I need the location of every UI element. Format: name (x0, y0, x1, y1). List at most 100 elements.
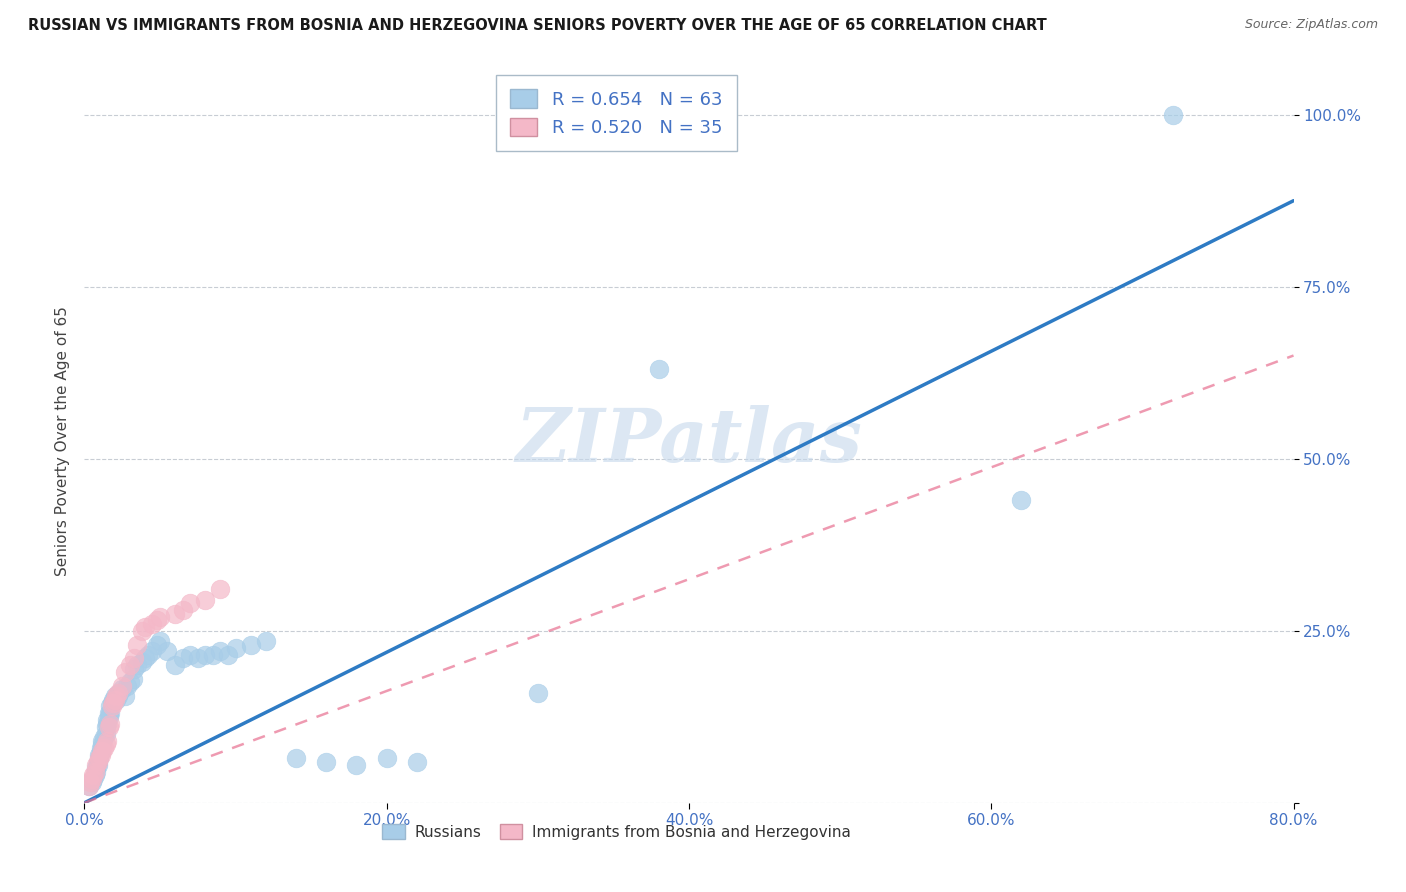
Point (127, 638, 149, 652)
Point (134, 620, 156, 634)
Point (77, 779, 100, 793)
Point (96, 713, 118, 727)
Point (100, 696, 122, 710)
Point (118, 675, 141, 690)
Point (285, 751, 308, 765)
Point (108, 686, 131, 700)
Point (91, 737, 114, 751)
Point (179, 596, 201, 610)
Point (346, 758, 368, 772)
Point (94, 720, 117, 734)
Point (406, 755, 429, 769)
Point (194, 592, 217, 607)
Point (104, 689, 127, 703)
Point (97, 706, 120, 721)
Point (254, 634, 277, 648)
Point (86, 761, 108, 775)
Point (209, 582, 232, 597)
Point (97, 720, 120, 734)
Point (96, 734, 118, 748)
Text: RUSSIAN VS IMMIGRANTS FROM BOSNIA AND HERZEGOVINA SENIORS POVERTY OVER THE AGE O: RUSSIAN VS IMMIGRANTS FROM BOSNIA AND HE… (28, 18, 1047, 33)
Point (122, 651, 145, 665)
Point (94, 727, 117, 741)
Point (107, 686, 129, 700)
Point (101, 692, 124, 706)
Point (87, 758, 110, 772)
Point (93, 740, 115, 755)
Point (89, 747, 111, 762)
Point (84, 764, 107, 779)
Point (172, 651, 194, 665)
Point (101, 696, 124, 710)
Point (97, 710, 120, 724)
Point (87, 755, 110, 769)
Point (114, 665, 136, 679)
Point (217, 648, 239, 662)
Text: Source: ZipAtlas.com: Source: ZipAtlas.com (1244, 18, 1378, 31)
Point (131, 655, 153, 669)
Point (80, 772, 103, 786)
Point (149, 634, 172, 648)
Point (94, 737, 117, 751)
Point (146, 638, 169, 652)
Point (1161, 108, 1184, 122)
Point (179, 648, 201, 662)
Point (111, 682, 134, 697)
Point (82, 772, 104, 786)
Point (239, 638, 262, 652)
Point (194, 648, 217, 662)
Point (118, 658, 141, 673)
Text: ZIPatlas: ZIPatlas (516, 405, 862, 478)
Point (648, 362, 671, 376)
Point (84, 768, 107, 782)
Point (96, 716, 118, 731)
Point (111, 679, 134, 693)
Point (1011, 493, 1033, 508)
Point (98, 716, 121, 731)
Point (149, 610, 172, 624)
Point (225, 640, 247, 655)
Point (86, 758, 108, 772)
Point (315, 755, 337, 769)
Point (187, 651, 209, 665)
Point (91, 734, 114, 748)
Point (77, 779, 100, 793)
Point (141, 644, 163, 658)
Point (115, 679, 138, 693)
Point (90, 744, 112, 758)
Point (90, 740, 112, 755)
Point (172, 603, 194, 617)
Point (93, 731, 115, 745)
Point (201, 648, 224, 662)
Point (105, 689, 128, 703)
Point (131, 624, 153, 638)
Point (105, 692, 128, 706)
Point (100, 699, 122, 714)
Point (156, 644, 179, 658)
Point (136, 648, 159, 662)
Point (87, 755, 110, 769)
Point (165, 658, 187, 673)
Point (527, 686, 550, 700)
Y-axis label: Seniors Poverty Over the Age of 65: Seniors Poverty Over the Age of 65 (55, 307, 70, 576)
Point (107, 689, 129, 703)
Point (90, 747, 112, 762)
Point (86, 764, 108, 779)
Point (98, 699, 121, 714)
Point (104, 692, 127, 706)
Point (134, 651, 156, 665)
Point (209, 644, 232, 658)
Legend: Russians, Immigrants from Bosnia and Herzegovina: Russians, Immigrants from Bosnia and Her… (377, 818, 856, 846)
Point (165, 607, 187, 621)
Point (80, 775, 103, 789)
Point (121, 672, 143, 686)
Point (89, 751, 111, 765)
Point (122, 662, 145, 676)
Point (79, 775, 101, 789)
Point (89, 751, 111, 765)
Point (114, 689, 136, 703)
Point (98, 706, 121, 721)
Point (127, 658, 149, 673)
Point (146, 614, 169, 628)
Point (82, 768, 104, 782)
